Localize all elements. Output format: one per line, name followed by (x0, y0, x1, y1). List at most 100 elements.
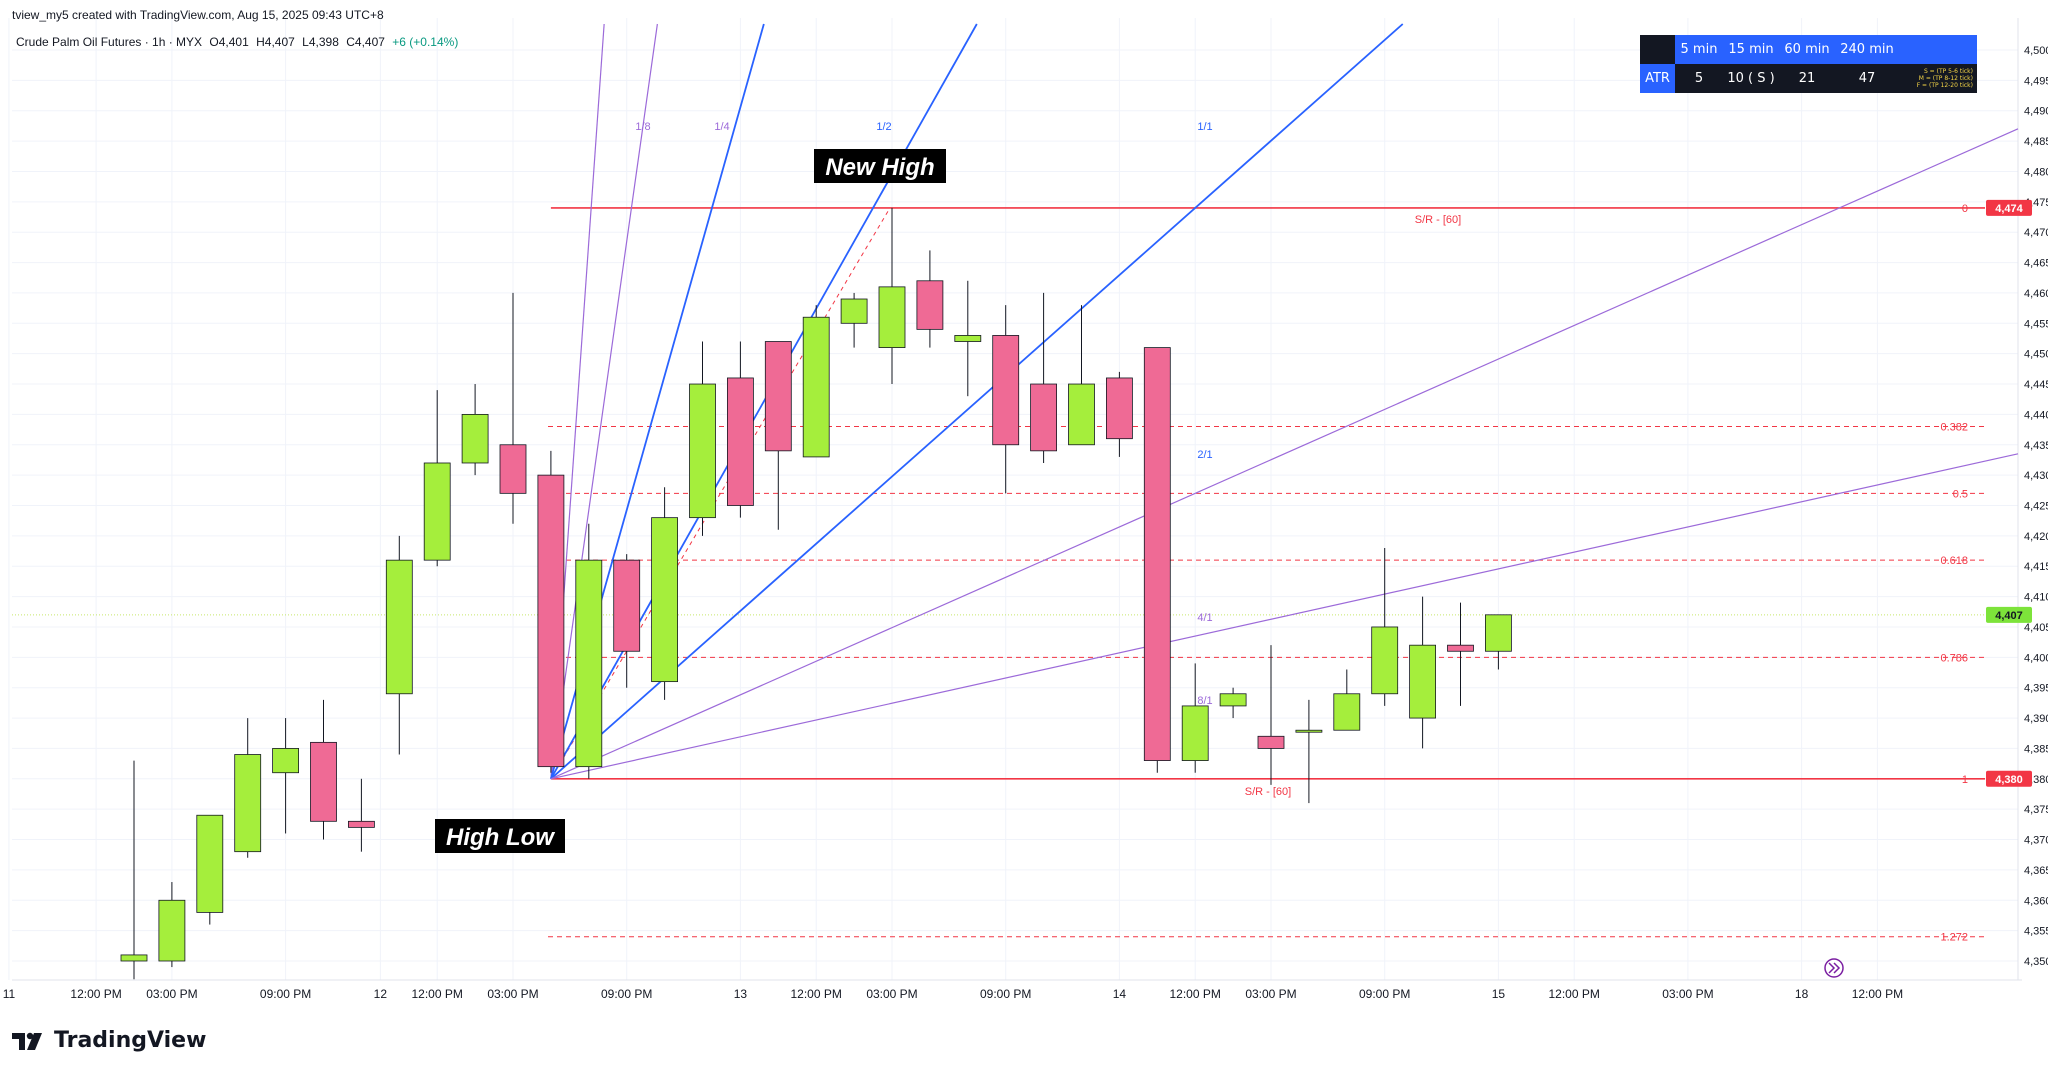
price-tags: 4,474 4,407 4,380 (1986, 199, 2032, 787)
high-value: 4,407 (264, 35, 295, 49)
time-tick-label: 03:00 PM (146, 987, 197, 1001)
attribution-text: tview_my5 created with TradingView.com, … (12, 8, 384, 22)
high-low-label: High Low (446, 824, 555, 851)
candle-body (1409, 644, 1436, 719)
atr-header-60min: 60 min (1779, 35, 1835, 64)
price-tick-label: 4,495 (2024, 75, 2048, 87)
double-chevron-right-icon (1828, 962, 1841, 974)
close-label: C (346, 35, 355, 49)
candle-body (764, 341, 792, 452)
atr-value-15min: 10 ( S ) (1723, 64, 1779, 93)
gann-fan-line (550, 128, 2019, 780)
price-tick-label: 4,355 (2024, 926, 2048, 938)
high-low-label-bg (435, 819, 565, 853)
new-high-label-bg (814, 149, 946, 183)
gann-fan-label: 8/1 (1197, 695, 1212, 707)
atr-header-5min: 5 min (1675, 35, 1723, 64)
chart-grid (8, 18, 2022, 981)
candle (196, 814, 224, 925)
price-tick-label: 4,420 (2024, 531, 2048, 543)
candle-body (1106, 377, 1133, 440)
candle (499, 292, 527, 524)
candle (158, 882, 186, 968)
price-tick-label: 4,450 (2024, 349, 2048, 361)
price-tag: 4,407 (1986, 606, 2032, 623)
high-low-label-group: High Low (435, 819, 565, 853)
candle (802, 305, 830, 458)
price-tick-label: 4,445 (2024, 379, 2048, 391)
gann-fan-label: 4/1 (1197, 612, 1212, 624)
candle (1485, 614, 1512, 670)
new-high-label: New High (825, 154, 934, 181)
close-value: 4,407 (354, 35, 385, 49)
candle-body (499, 444, 527, 494)
candle-body (802, 316, 830, 458)
candle (1143, 347, 1171, 773)
candle-body (1295, 729, 1323, 733)
atr-value-5min: 5 (1675, 64, 1723, 93)
time-tick-label: 09:00 PM (980, 987, 1031, 1001)
candle (1447, 602, 1474, 706)
candle-body (1371, 626, 1399, 695)
time-tick-label: 12 (374, 987, 388, 1001)
price-tag-label: 4,407 (1995, 610, 2023, 622)
candle-body (196, 814, 224, 913)
candle-body (385, 559, 413, 695)
atr-header-240min: 240 min (1835, 35, 1899, 64)
gann-fan-line (550, 23, 978, 780)
atr-legend-s: S = (TP 5-6 tick) (1923, 68, 1973, 75)
price-tick-label: 4,415 (2024, 561, 2048, 573)
price-tag-label: 4,380 (1995, 774, 2023, 786)
tradingview-logo[interactable]: TradingView (12, 1028, 206, 1053)
candle-body (120, 954, 148, 962)
candle (613, 554, 641, 688)
time-tick-label: 09:00 PM (260, 987, 311, 1001)
candle (272, 718, 300, 834)
candle-body (461, 413, 489, 464)
price-tick-label: 4,455 (2024, 318, 2048, 330)
price-tick-label: 4,425 (2024, 501, 2048, 513)
price-tick-label: 4,485 (2024, 136, 2048, 148)
atr-legend-m: M = (TP 8-12 tick) (1918, 75, 1973, 82)
price-tick-label: 4,395 (2024, 683, 2048, 695)
gann-fan-label: 1/2 (876, 121, 891, 133)
tradingview-logo-icon (12, 1032, 42, 1050)
fib-level-label: 1.272 (1940, 932, 1968, 944)
price-tag-bg (1986, 199, 2032, 216)
candle (310, 699, 337, 840)
scroll-to-realtime-button[interactable] (1824, 958, 1844, 978)
price-tick-label: 4,465 (2024, 258, 2048, 270)
candle-body (423, 462, 451, 561)
fib-level-label: 0 (1962, 203, 1968, 215)
candle (385, 535, 413, 755)
price-tick-label: 4,405 (2024, 622, 2048, 634)
atr-value-60min: 21 (1779, 64, 1835, 93)
price-tag: 4,474 (1986, 199, 2032, 216)
price-tick-label: 4,430 (2024, 470, 2048, 482)
candle (840, 292, 868, 348)
candle (1371, 548, 1399, 706)
fib-level-label: 1 (1962, 774, 1968, 786)
candle (727, 341, 754, 518)
time-tick-label: 11 (3, 987, 16, 1001)
tradingview-brand: TradingView (54, 1028, 207, 1053)
gann-fan-label: 1/1 (1197, 121, 1212, 133)
fib-level-label: 0.618 (1940, 555, 1968, 567)
candle (575, 523, 603, 779)
low-value: 4,398 (308, 35, 339, 49)
candle (1030, 292, 1057, 463)
price-tick-label: 4,400 (2024, 652, 2048, 664)
candle (954, 280, 982, 397)
candle-body (689, 383, 716, 519)
time-tick-label: 12:00 PM (1170, 987, 1221, 1001)
candle-body (840, 298, 868, 324)
candle-body (1143, 347, 1171, 761)
price-tick-label: 4,350 (2024, 956, 2048, 968)
gann-fan-line (550, 453, 2019, 780)
atr-corner (1640, 35, 1675, 64)
candle-body (727, 377, 754, 506)
candle-body (916, 280, 944, 330)
price-tick-label: 4,435 (2024, 440, 2048, 452)
price-tick-label: 4,375 (2024, 804, 2048, 816)
